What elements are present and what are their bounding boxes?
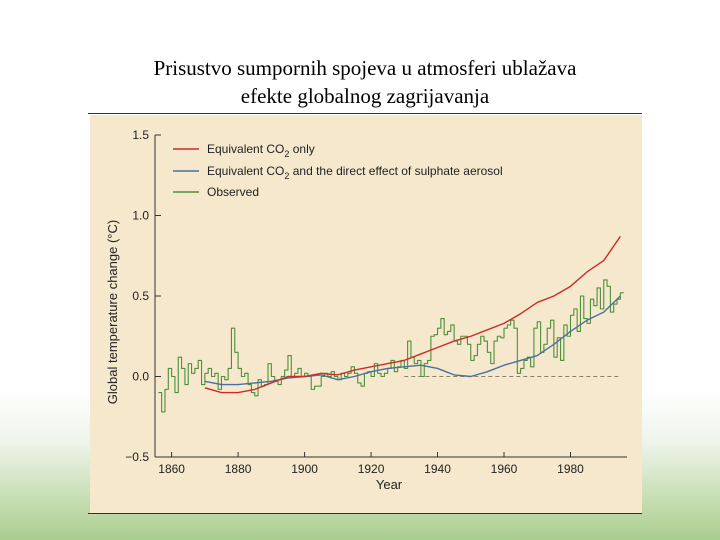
y-axis-label: Global temperature change (°C) [105, 220, 120, 404]
top-rule [88, 113, 642, 114]
chart-panel: −0.5 0.0 0.5 1.0 1.5 1860 1880 1900 1920 1940 1960… [90, 115, 642, 513]
x-tick-label: 1900 [291, 462, 318, 476]
y-tick-label: 0.0 [132, 370, 149, 384]
series-line-0 [204, 236, 621, 394]
series-line-1 [204, 295, 621, 386]
y-tick-label: 0.5 [132, 289, 149, 303]
x-tick-label: 1920 [358, 462, 385, 476]
series-line-2 [158, 279, 624, 413]
legend-entry: Equivalent CO2 only [207, 142, 315, 159]
slide-title-line-2: efekte globalnog zagrijavanja [240, 84, 490, 108]
chart-axes: −0.5 0.0 0.5 1.0 1.5 1860 1880 1900 1920 1940 1960… [125, 128, 627, 476]
x-tick-label: 1960 [491, 462, 518, 476]
chart-series [158, 236, 624, 413]
x-axis-label: Year [376, 477, 403, 492]
x-tick-label: 1860 [158, 462, 185, 476]
slide-title-line-1: Prisustvo sumpornih spojeva u atmosferi … [153, 56, 577, 80]
legend-entry: Observed [207, 185, 259, 199]
x-tick-label: 1940 [424, 462, 451, 476]
bottom-rule [88, 513, 642, 514]
x-tick-label: 1880 [225, 462, 252, 476]
legend-entry: Equivalent CO2 and the direct effect of … [207, 164, 503, 181]
y-tick-label: −0.5 [125, 450, 149, 464]
y-tick-label: 1.5 [132, 128, 149, 142]
chart-legend: Equivalent CO2 only Equivalent CO2 and th… [173, 142, 503, 199]
temperature-chart: −0.5 0.0 0.5 1.0 1.5 1860 1880 1900 1920 1940 1960… [105, 128, 627, 492]
y-tick-label: 1.0 [132, 209, 149, 223]
x-tick-label: 1980 [557, 462, 584, 476]
slide-title: Prisustvo sumpornih spojeva u atmosferi … [60, 54, 670, 110]
